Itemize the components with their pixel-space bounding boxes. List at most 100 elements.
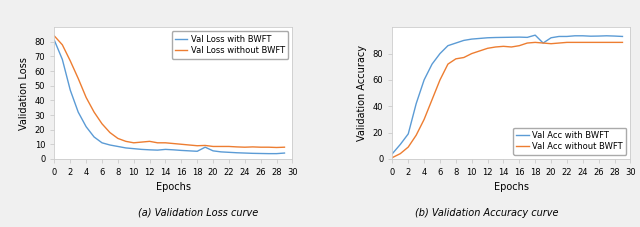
Text: (a) Validation Loss curve: (a) Validation Loss curve	[138, 208, 259, 218]
Val Acc with BWFT	[404, 133, 412, 135]
Val Loss without BWFT	[74, 77, 82, 80]
Val Loss with BWFT	[114, 145, 122, 148]
X-axis label: Epochs: Epochs	[156, 183, 191, 192]
Val Loss without BWFT	[233, 146, 241, 148]
Val Acc with BWFT	[412, 102, 420, 105]
Val Loss with BWFT	[98, 141, 106, 144]
Val Loss without BWFT	[146, 140, 154, 143]
Val Loss without BWFT	[170, 142, 177, 145]
Line: Val Acc without BWFT: Val Acc without BWFT	[392, 42, 623, 158]
Val Acc without BWFT	[444, 63, 452, 65]
Legend: Val Loss with BWFT, Val Loss without BWFT: Val Loss with BWFT, Val Loss without BWF…	[172, 31, 288, 59]
Val Acc with BWFT	[603, 35, 611, 37]
Val Loss with BWFT	[74, 111, 82, 114]
Val Acc without BWFT	[540, 42, 547, 44]
Val Loss with BWFT	[281, 152, 289, 154]
Val Loss with BWFT	[51, 39, 58, 42]
Val Loss without BWFT	[186, 144, 193, 146]
Val Acc with BWFT	[595, 35, 602, 37]
Val Acc with BWFT	[563, 35, 571, 38]
Val Acc without BWFT	[563, 41, 571, 44]
Val Loss without BWFT	[90, 111, 98, 114]
Val Acc with BWFT	[420, 79, 428, 81]
Val Acc with BWFT	[611, 35, 618, 37]
Val Acc with BWFT	[587, 35, 595, 37]
Val Loss with BWFT	[146, 148, 154, 151]
Val Acc without BWFT	[508, 46, 515, 48]
Val Acc with BWFT	[508, 36, 515, 39]
Val Acc without BWFT	[524, 42, 531, 44]
Val Acc without BWFT	[531, 41, 539, 44]
X-axis label: Epochs: Epochs	[494, 183, 529, 192]
Val Loss with BWFT	[257, 152, 264, 155]
Val Loss with BWFT	[58, 58, 66, 61]
Val Acc without BWFT	[587, 41, 595, 44]
Val Acc without BWFT	[579, 41, 587, 44]
Val Acc with BWFT	[428, 63, 436, 65]
Val Loss with BWFT	[170, 148, 177, 151]
Val Acc without BWFT	[500, 45, 508, 48]
Y-axis label: Validation Loss: Validation Loss	[19, 57, 29, 130]
Val Loss without BWFT	[241, 146, 249, 148]
Val Acc without BWFT	[468, 52, 476, 55]
Val Loss with BWFT	[177, 149, 185, 152]
Val Acc with BWFT	[492, 36, 499, 39]
Val Acc without BWFT	[436, 79, 444, 81]
Val Acc with BWFT	[452, 42, 460, 44]
Line: Val Loss with BWFT: Val Loss with BWFT	[54, 40, 285, 154]
Val Acc without BWFT	[555, 42, 563, 44]
Val Acc with BWFT	[579, 35, 587, 37]
Val Acc without BWFT	[428, 98, 436, 101]
Val Acc with BWFT	[388, 152, 396, 155]
Val Acc without BWFT	[388, 156, 396, 159]
Val Loss without BWFT	[249, 146, 257, 148]
Val Acc with BWFT	[468, 38, 476, 40]
Val Loss with BWFT	[130, 147, 138, 150]
Val Loss without BWFT	[177, 143, 185, 146]
Val Loss with BWFT	[106, 144, 114, 146]
Val Loss without BWFT	[257, 146, 264, 148]
Val Loss without BWFT	[138, 141, 145, 143]
Val Loss without BWFT	[281, 146, 289, 148]
Val Loss with BWFT	[209, 150, 217, 152]
Val Acc without BWFT	[547, 42, 555, 45]
Text: (b) Validation Accuracy curve: (b) Validation Accuracy curve	[415, 208, 558, 218]
Val Loss with BWFT	[249, 152, 257, 155]
Val Acc with BWFT	[436, 52, 444, 55]
Val Acc without BWFT	[396, 152, 404, 155]
Val Acc with BWFT	[619, 35, 627, 38]
Val Acc without BWFT	[515, 44, 523, 47]
Val Acc with BWFT	[484, 36, 492, 39]
Val Loss without BWFT	[122, 140, 130, 143]
Val Acc with BWFT	[476, 37, 483, 40]
Val Acc without BWFT	[611, 41, 618, 44]
Val Acc with BWFT	[531, 34, 539, 37]
Val Loss without BWFT	[83, 96, 90, 99]
Val Acc without BWFT	[420, 118, 428, 121]
Val Acc with BWFT	[460, 39, 468, 42]
Val Acc without BWFT	[492, 46, 499, 48]
Val Loss without BWFT	[130, 141, 138, 144]
Val Loss with BWFT	[186, 150, 193, 152]
Val Acc without BWFT	[484, 47, 492, 50]
Val Loss without BWFT	[58, 43, 66, 46]
Val Acc with BWFT	[444, 44, 452, 47]
Val Acc without BWFT	[571, 41, 579, 44]
Val Acc without BWFT	[603, 41, 611, 44]
Val Loss without BWFT	[193, 144, 201, 147]
Val Loss without BWFT	[217, 145, 225, 148]
Line: Val Loss without BWFT: Val Loss without BWFT	[54, 36, 285, 148]
Val Loss with BWFT	[67, 89, 74, 91]
Val Loss with BWFT	[225, 151, 233, 154]
Val Acc without BWFT	[476, 49, 483, 52]
Val Loss with BWFT	[90, 136, 98, 138]
Val Acc with BWFT	[515, 36, 523, 38]
Val Acc with BWFT	[524, 36, 531, 39]
Val Loss with BWFT	[241, 152, 249, 154]
Val Loss with BWFT	[233, 151, 241, 154]
Val Loss with BWFT	[273, 152, 280, 155]
Val Loss with BWFT	[202, 146, 209, 148]
Val Loss with BWFT	[162, 148, 170, 151]
Val Loss with BWFT	[154, 149, 161, 151]
Val Acc with BWFT	[540, 42, 547, 44]
